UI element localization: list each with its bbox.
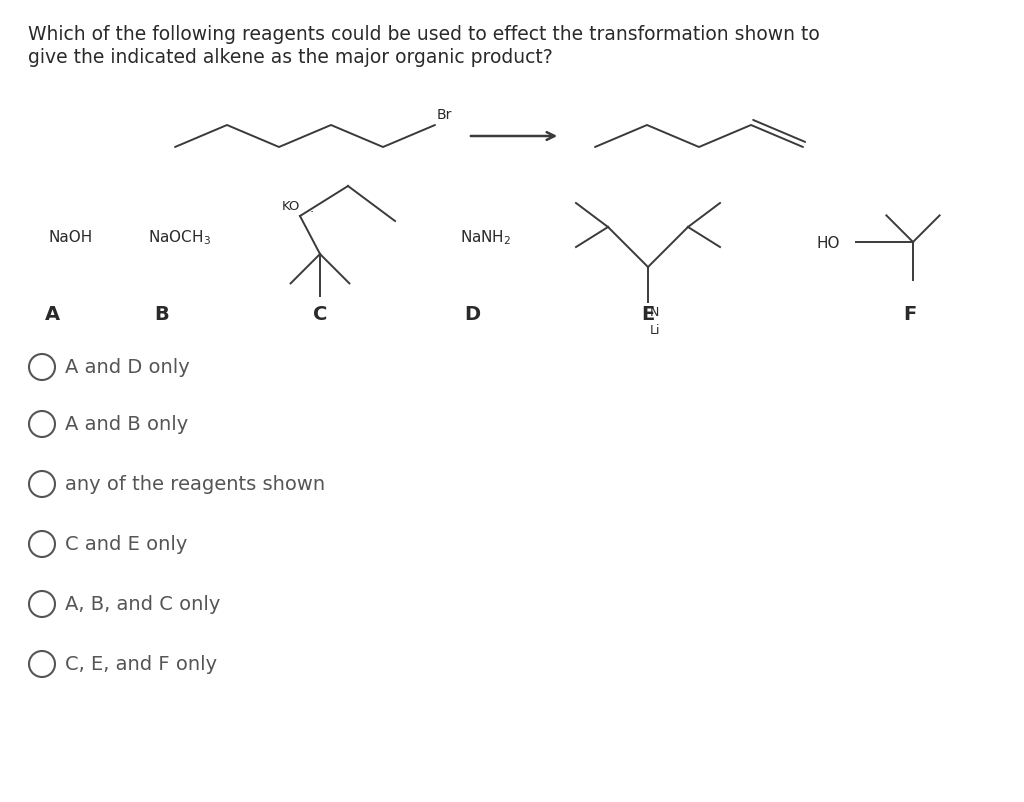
Text: give the indicated alkene as the major organic product?: give the indicated alkene as the major o… (28, 48, 553, 67)
Text: KO: KO (282, 200, 300, 213)
Text: Li: Li (650, 323, 660, 337)
Text: NaOH: NaOH (48, 230, 92, 245)
Text: A and D only: A and D only (65, 358, 189, 377)
Text: A: A (44, 305, 59, 324)
Text: B: B (155, 305, 169, 324)
Text: C: C (312, 305, 328, 324)
Text: NaOCH$_3$: NaOCH$_3$ (148, 229, 211, 247)
Text: Br: Br (437, 107, 453, 122)
Text: NaNH$_2$: NaNH$_2$ (460, 229, 511, 247)
Text: E: E (641, 305, 654, 324)
Text: any of the reagents shown: any of the reagents shown (65, 475, 326, 494)
Text: D: D (464, 305, 480, 324)
Text: F: F (903, 305, 916, 324)
Text: A and B only: A and B only (65, 415, 188, 434)
Text: Which of the following reagents could be used to effect the transformation shown: Which of the following reagents could be… (28, 25, 820, 44)
Text: HO: HO (816, 235, 840, 250)
Text: C and E only: C and E only (65, 535, 187, 554)
Text: A, B, and C only: A, B, and C only (65, 595, 220, 614)
Text: .: . (310, 202, 314, 215)
Text: N: N (650, 306, 659, 318)
Text: C, E, and F only: C, E, and F only (65, 654, 217, 674)
